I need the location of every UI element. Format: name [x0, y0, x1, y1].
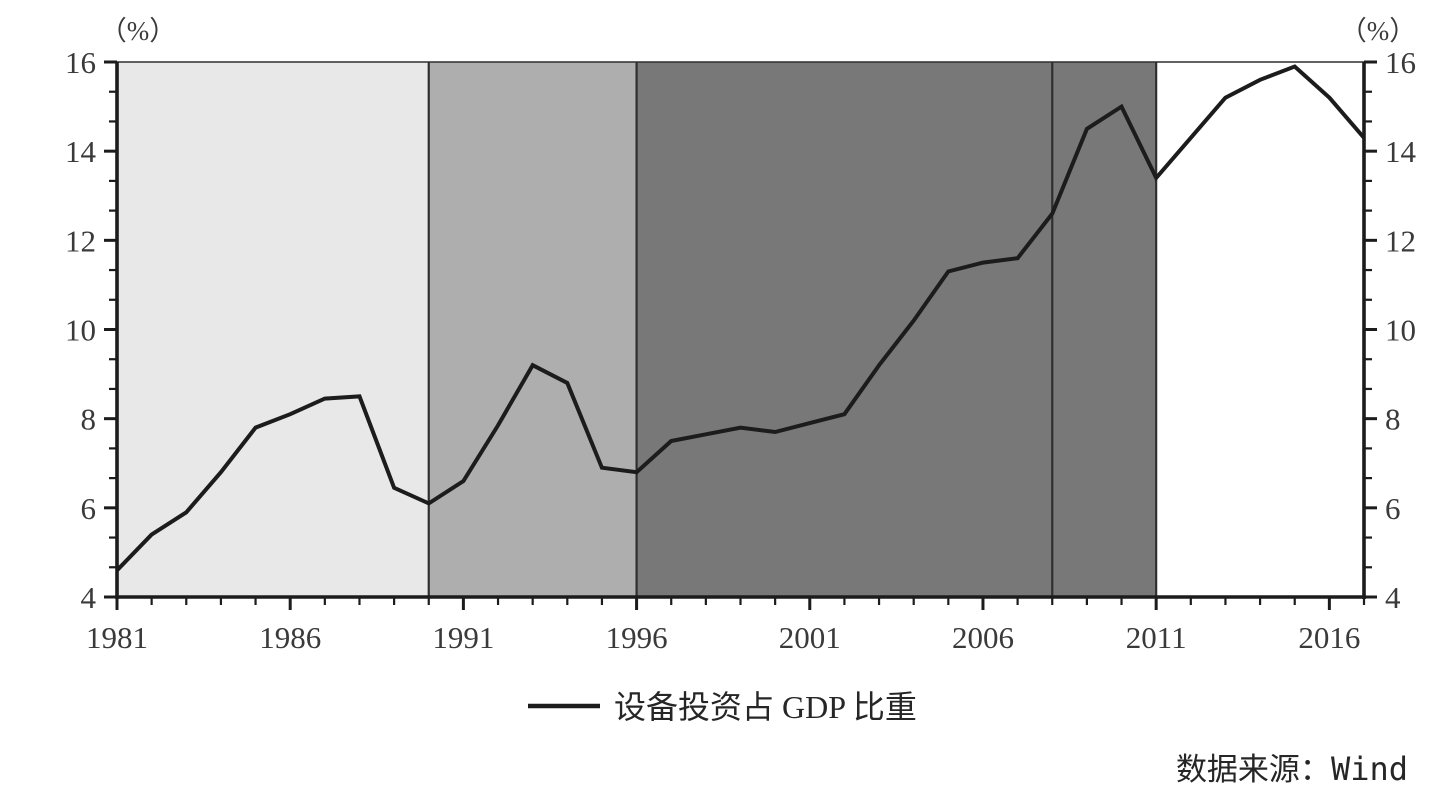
y-tick-label-left: 12 [65, 223, 96, 258]
y-tick-label-right: 10 [1385, 313, 1416, 348]
y-tick-label-right: 12 [1385, 223, 1416, 258]
legend-label: 设备投资占 GDP 比重 [614, 689, 917, 725]
y-tick-label-left: 4 [81, 580, 97, 615]
x-tick-label: 1996 [606, 620, 668, 655]
y-tick-label-left: 8 [81, 402, 97, 437]
y-tick-label-left: 16 [65, 45, 96, 80]
shaded-region [636, 62, 1157, 597]
x-tick-label: 2011 [1126, 620, 1187, 655]
source-text: 数据来源：Wind [1176, 750, 1408, 788]
x-tick-label: 1991 [432, 620, 494, 655]
plot-area: 4 4 6 6 8 8 10 10 12 12 14 14 16 16 1981 1986 1991 1996 20… [65, 45, 1417, 655]
shaded-region [428, 62, 637, 597]
x-tick-label: 1981 [86, 620, 148, 655]
legend: 设备投资占 GDP 比重 [528, 689, 917, 725]
y-tick-label-right: 14 [1385, 134, 1417, 169]
y-tick-label-left: 10 [65, 313, 96, 348]
y-axis-unit-label-left: （%） [100, 16, 177, 46]
y-tick-label-right: 16 [1385, 45, 1416, 80]
y-tick-label-right: 4 [1385, 580, 1401, 615]
y-axis-unit-label-right: （%） [1340, 16, 1417, 46]
y-tick-label-right: 8 [1385, 402, 1401, 437]
x-tick-label: 1986 [259, 620, 321, 655]
y-tick-label-left: 14 [65, 134, 97, 169]
y-tick-label-right: 6 [1385, 491, 1401, 526]
x-tick-label: 2006 [952, 620, 1014, 655]
data-line [115, 64, 1366, 572]
source-name: Wind [1331, 750, 1408, 788]
x-tick-label: 2016 [1298, 620, 1360, 655]
shaded-region [117, 62, 429, 597]
x-tick-label: 2001 [779, 620, 841, 655]
y-tick-label-left: 6 [81, 491, 97, 526]
source-prefix: 数据来源： [1176, 752, 1331, 787]
